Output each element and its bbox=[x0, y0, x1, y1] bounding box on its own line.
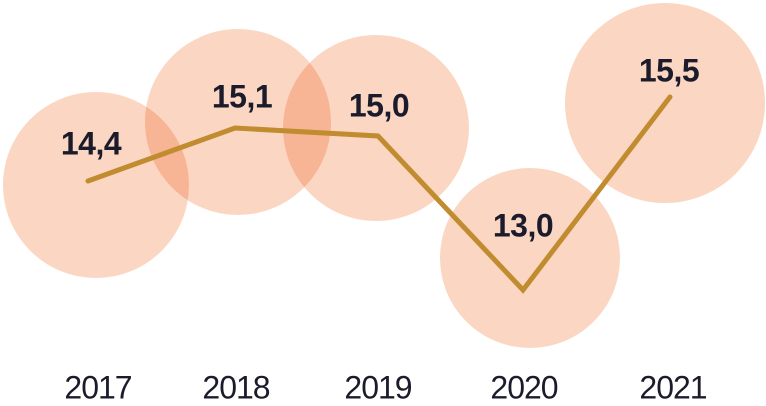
data-label: 13,0 bbox=[492, 207, 554, 244]
trend-polyline bbox=[85, 94, 673, 294]
x-axis-label: 2020 bbox=[490, 369, 558, 406]
x-axis-label: 2017 bbox=[64, 369, 132, 406]
data-label: 15,1 bbox=[211, 78, 273, 115]
data-label: 14,4 bbox=[60, 125, 122, 162]
data-label: 15,5 bbox=[638, 52, 700, 89]
year-bubble bbox=[283, 35, 469, 221]
data-label: 15,0 bbox=[348, 87, 410, 124]
x-axis-label: 2021 bbox=[639, 369, 707, 406]
x-axis-label: 2019 bbox=[344, 369, 412, 406]
x-axis-label: 2018 bbox=[202, 369, 270, 406]
